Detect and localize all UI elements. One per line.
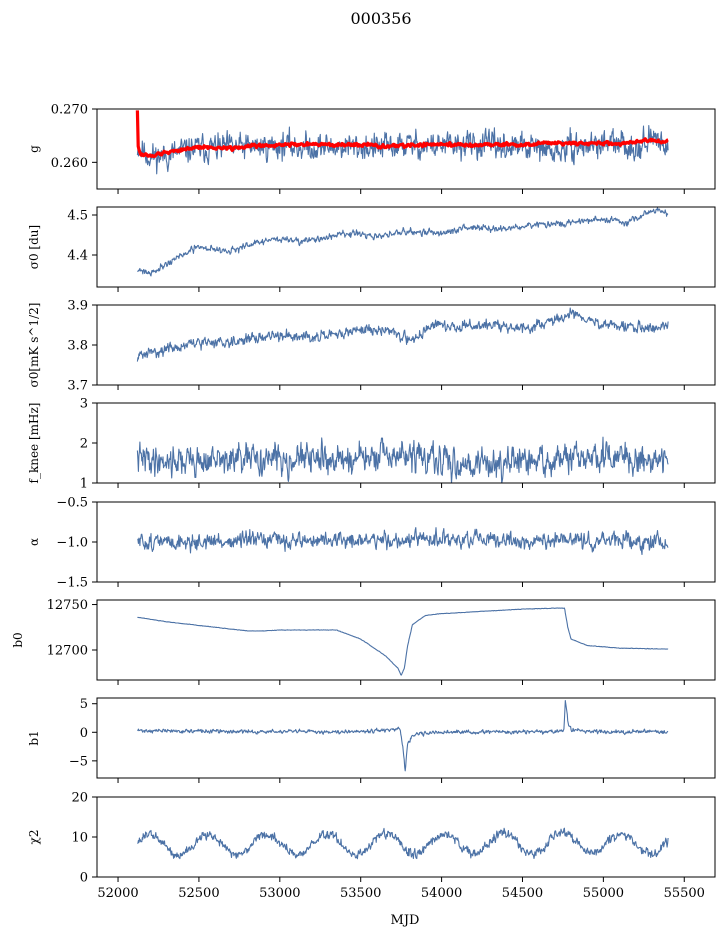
panels: 0.260 0.270 g 4.4 4.5 σ0 [du] 3.7 3.8 3.9 σ0[mK s… (11, 103, 716, 886)
y-tick-label-1-0: 4.4 (67, 249, 88, 264)
figure-title: 000356 (350, 9, 411, 28)
y-tick-label-0-0: 0.260 (51, 156, 88, 171)
panel-6: −5 0 5 b1 (27, 697, 716, 783)
y-tick-label-5-0: 12700 (47, 644, 88, 659)
y-tick-label-6-0: −5 (69, 754, 88, 769)
series-line-3 (136, 436, 669, 483)
panel-3: 1 2 3 f_knee [mHz] (27, 397, 716, 492)
y-tick-label-5-1: 12750 (47, 598, 88, 613)
plot-frame-7 (96, 796, 716, 878)
y-axis-label-5: b0 (11, 632, 25, 647)
x-axis: 52000 52500 53000 53500 54000 54500 55000 55500 (97, 886, 705, 901)
y-tick-label-3-1: 2 (80, 437, 88, 452)
panel-1: 4.4 4.5 σ0 [du] (27, 206, 716, 292)
x-axis-label: MJD (391, 913, 420, 928)
y-tick-label-0-1: 0.270 (51, 103, 88, 118)
y-axis-label-3: f_knee [mHz] (27, 403, 41, 484)
x-tick-label-5: 54500 (502, 886, 543, 901)
series-line-2 (136, 307, 669, 362)
y-tick-label-3-2: 3 (80, 397, 88, 412)
y-tick-label-2-2: 3.9 (67, 299, 88, 314)
series-line-5 (137, 607, 669, 676)
y-tick-label-4-0: −1.5 (56, 576, 88, 591)
x-tick-label-3: 53500 (340, 886, 381, 901)
y-axis-label-7: χ2 (27, 830, 41, 845)
plot-frame-6 (96, 697, 716, 779)
y-axis-label-0: g (27, 145, 41, 153)
x-tick-label-4: 54000 (421, 886, 462, 901)
y-axis-label-1: σ0 [du] (27, 225, 41, 269)
y-tick-label-4-1: −1.0 (56, 536, 88, 551)
panel-5: 12700 12750 b0 (11, 598, 716, 685)
panel-0: 0.260 0.270 g (27, 103, 716, 194)
y-tick-label-6-2: 5 (80, 697, 88, 712)
panel-2: 3.7 3.8 3.9 σ0[mK s^1/2] (27, 299, 716, 394)
plot-frame-5 (96, 599, 716, 681)
y-tick-label-2-1: 3.8 (67, 339, 88, 354)
y-tick-label-6-1: 0 (80, 726, 88, 741)
y-tick-label-4-2: −0.5 (56, 496, 88, 511)
x-tick-label-2: 53000 (259, 886, 300, 901)
x-tick-label-7: 55500 (664, 886, 705, 901)
y-tick-label-1-1: 4.5 (67, 209, 88, 224)
y-axis-label-4: α (27, 538, 41, 546)
series-line-4 (137, 527, 669, 556)
series-line-6 (137, 700, 669, 772)
y-tick-label-2-0: 3.7 (67, 379, 88, 394)
plot-frame-2 (96, 304, 716, 386)
y-tick-label-7-2: 20 (71, 791, 88, 806)
fit-line-0 (135, 110, 669, 158)
x-tick-label-0: 52000 (97, 886, 138, 901)
series-line-1 (137, 207, 669, 277)
y-tick-label-7-0: 0 (80, 871, 88, 886)
x-tick-label-1: 52500 (178, 886, 219, 901)
series-line-7 (137, 827, 669, 860)
panel-4: −1.5 −1.0 −0.5 α (27, 496, 716, 591)
y-axis-label-2: σ0[mK s^1/2] (27, 303, 41, 388)
x-tick-label-6: 55000 (583, 886, 624, 901)
y-axis-label-6: b1 (27, 730, 41, 745)
plot-frame-3 (96, 402, 716, 484)
plot-frame-1 (96, 206, 716, 288)
y-tick-label-3-0: 1 (80, 477, 88, 492)
y-tick-label-7-1: 10 (71, 831, 88, 846)
panel-7: 0 10 20 χ2 (27, 791, 716, 886)
plot-frame-0 (96, 108, 716, 190)
